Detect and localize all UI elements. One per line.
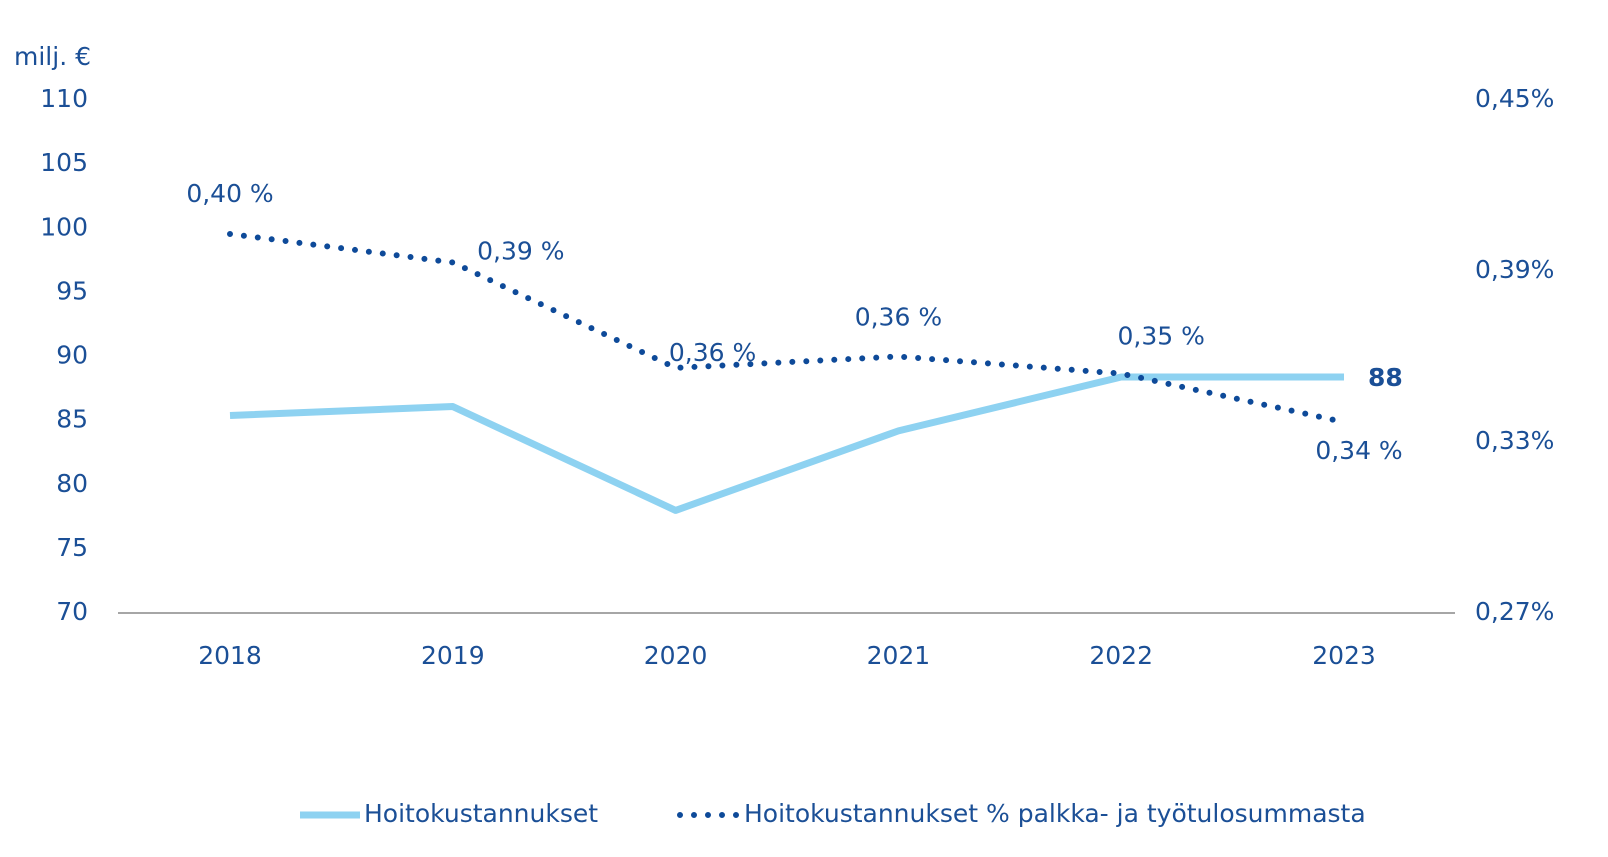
y-tick-label: 85 <box>56 405 88 434</box>
y-tick-label: 70 <box>56 597 88 626</box>
data-label: 0,36 % <box>669 338 756 367</box>
y-tick-label: 80 <box>56 469 88 498</box>
y2-tick-label: 0,27% <box>1475 597 1554 626</box>
legend-label: Hoitokustannukset <box>364 799 598 828</box>
data-label: 0,39 % <box>477 236 564 265</box>
x-tick-label: 2019 <box>421 641 485 670</box>
y-tick-label: 95 <box>56 276 88 305</box>
y-tick-label: 110 <box>40 84 88 113</box>
y2-tick-label: 0,45% <box>1475 84 1554 113</box>
data-label: 0,35 % <box>1118 322 1205 351</box>
x-tick-label: 2021 <box>867 641 931 670</box>
x-tick-label: 2020 <box>644 641 708 670</box>
data-label: 88 <box>1368 363 1403 392</box>
y2-tick-label: 0,39% <box>1475 255 1554 284</box>
x-tick-label: 2023 <box>1312 641 1376 670</box>
y2-tick-label: 0,33% <box>1475 426 1554 455</box>
x-tick-label: 2018 <box>198 641 262 670</box>
data-label: 0,36 % <box>855 303 942 332</box>
y-tick-label: 75 <box>56 533 88 562</box>
y-axis-label: milj. € <box>14 42 91 71</box>
y-tick-label: 90 <box>56 341 88 370</box>
legend-label: Hoitokustannukset % palkka- ja työtulosu… <box>744 799 1366 828</box>
y-tick-label: 105 <box>40 148 88 177</box>
series-line <box>229 373 1344 514</box>
y-tick-label: 100 <box>40 212 88 241</box>
data-label: 0,34 % <box>1315 436 1402 465</box>
data-label: 0,40 % <box>186 179 273 208</box>
x-tick-label: 2022 <box>1089 641 1153 670</box>
